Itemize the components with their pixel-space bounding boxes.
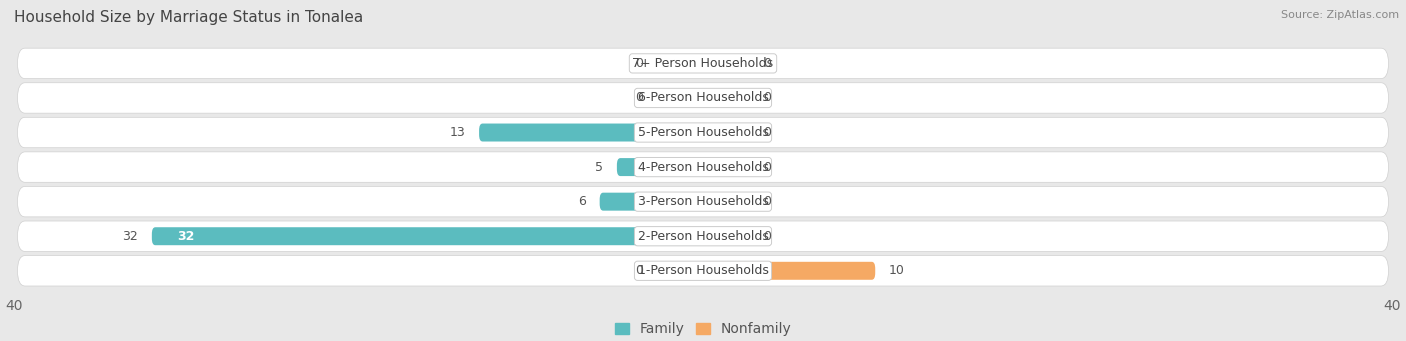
Text: 0: 0	[634, 264, 643, 277]
Text: 7+ Person Households: 7+ Person Households	[633, 57, 773, 70]
Text: 13: 13	[450, 126, 465, 139]
Text: 0: 0	[763, 161, 772, 174]
FancyBboxPatch shape	[17, 117, 1389, 148]
FancyBboxPatch shape	[17, 152, 1389, 182]
Text: 32: 32	[177, 230, 195, 243]
Text: 0: 0	[634, 91, 643, 104]
FancyBboxPatch shape	[152, 227, 703, 245]
Text: 5-Person Households: 5-Person Households	[637, 126, 769, 139]
Text: 6-Person Households: 6-Person Households	[637, 91, 769, 104]
Text: 3-Person Households: 3-Person Households	[637, 195, 769, 208]
FancyBboxPatch shape	[17, 48, 1389, 78]
FancyBboxPatch shape	[703, 262, 875, 280]
Text: Source: ZipAtlas.com: Source: ZipAtlas.com	[1281, 10, 1399, 20]
FancyBboxPatch shape	[17, 221, 1389, 251]
Text: 0: 0	[763, 126, 772, 139]
FancyBboxPatch shape	[17, 187, 1389, 217]
FancyBboxPatch shape	[599, 193, 703, 211]
Legend: Family, Nonfamily: Family, Nonfamily	[609, 317, 797, 341]
Text: 0: 0	[763, 195, 772, 208]
Text: 0: 0	[634, 57, 643, 70]
Text: 4-Person Households: 4-Person Households	[637, 161, 769, 174]
Text: 0: 0	[763, 57, 772, 70]
Text: 32: 32	[122, 230, 138, 243]
FancyBboxPatch shape	[17, 83, 1389, 113]
Text: 0: 0	[763, 230, 772, 243]
Text: 2-Person Households: 2-Person Households	[637, 230, 769, 243]
Text: 5: 5	[595, 161, 603, 174]
FancyBboxPatch shape	[617, 158, 703, 176]
Text: 6: 6	[578, 195, 586, 208]
FancyBboxPatch shape	[17, 256, 1389, 286]
Text: 10: 10	[889, 264, 905, 277]
Text: Household Size by Marriage Status in Tonalea: Household Size by Marriage Status in Ton…	[14, 10, 363, 25]
FancyBboxPatch shape	[479, 123, 703, 142]
Text: 1-Person Households: 1-Person Households	[637, 264, 769, 277]
Text: 0: 0	[763, 91, 772, 104]
